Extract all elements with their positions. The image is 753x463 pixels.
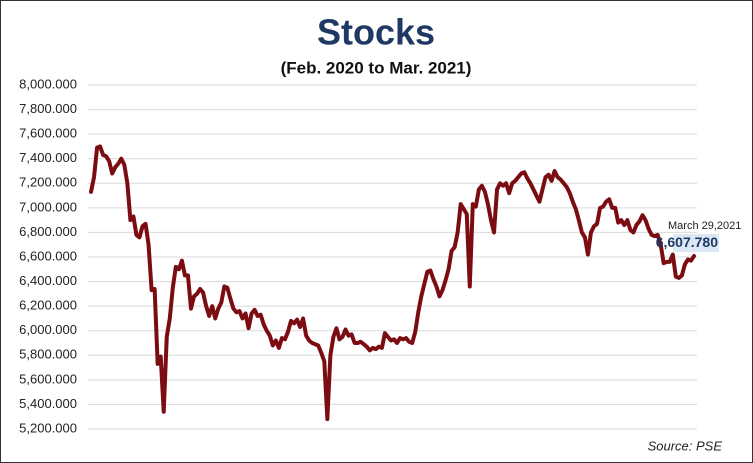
grid: 5,200.000 5,400.000 5,600.000 5,800.000 6,00… — [19, 76, 697, 435]
y-tick-label: 5,800.000 — [19, 347, 77, 362]
value-label: 6,607.780 — [656, 234, 718, 250]
y-tick-label: 7,200.000 — [19, 175, 77, 190]
chart-title: Stocks — [317, 12, 435, 53]
y-tick-label: 7,800.000 — [19, 101, 77, 116]
y-tick-label: 6,800.000 — [19, 224, 77, 239]
source: Source: PSE — [648, 438, 723, 453]
y-tick-label: 6,600.000 — [19, 248, 77, 263]
plot: March 29,2021 6,607.780 — [89, 144, 741, 422]
value-label-bg — [673, 234, 719, 252]
y-tick-label: 5,600.000 — [19, 371, 77, 386]
y-tick-label: 6,200.000 — [19, 298, 77, 313]
line — [89, 144, 696, 422]
y-tick-label: 7,600.000 — [19, 126, 77, 141]
y-tick-label: 6,000.000 — [19, 322, 77, 337]
y-tick-label: 5,400.000 — [19, 396, 77, 411]
y-tick-label: 7,000.000 — [19, 199, 77, 214]
chart-subtitle: (Feb. 2020 to Mar. 2021) — [281, 58, 472, 77]
annotation: March 29,2021 — [668, 220, 741, 232]
y-tick-label: 7,400.000 — [19, 150, 77, 165]
y-tick-label: 5,200.000 — [19, 420, 77, 435]
y-tick-label: 6,400.000 — [19, 273, 77, 288]
y-tick-label: 8,000.000 — [19, 76, 77, 91]
